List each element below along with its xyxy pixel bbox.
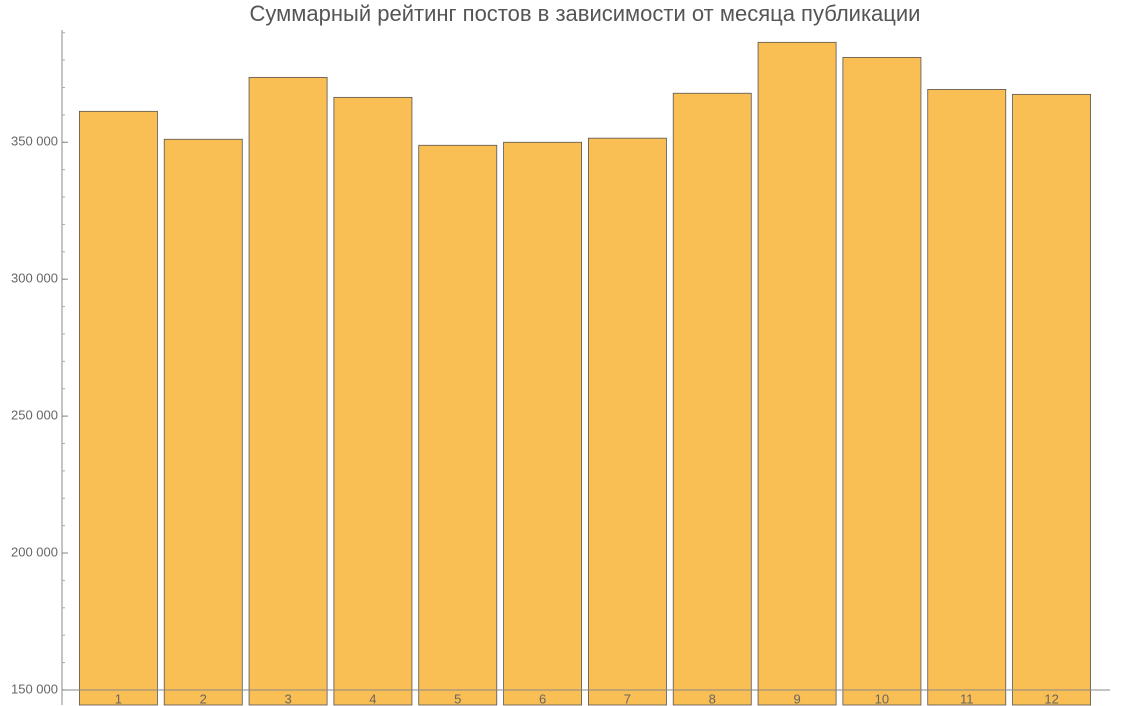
x-tick-label: 10: [875, 691, 889, 706]
x-tick-label: 7: [624, 691, 631, 706]
bar: [333, 96, 413, 706]
bar: [1012, 93, 1092, 706]
x-tick-label: 2: [200, 691, 207, 706]
bar: [757, 41, 837, 706]
y-tick-label: 150 000: [11, 681, 58, 696]
y-tick-label: 350 000: [11, 134, 58, 149]
bar: [418, 144, 498, 706]
x-tick-label: 5: [454, 691, 461, 706]
bar: [587, 137, 667, 706]
bar: [248, 76, 328, 706]
bar: [78, 110, 158, 706]
bar: [503, 141, 583, 706]
x-tick-label: 6: [539, 691, 546, 706]
chart-title: Суммарный рейтинг постов в зависимости о…: [250, 1, 921, 26]
x-tick-label: 12: [1044, 691, 1058, 706]
x-tick-label: 3: [284, 691, 291, 706]
y-tick-label: 200 000: [11, 544, 58, 559]
bar: [672, 92, 752, 706]
x-tick-label: 1: [115, 691, 122, 706]
x-tick-label: 9: [793, 691, 800, 706]
bar: [163, 138, 243, 706]
x-tick-label: 11: [960, 691, 974, 706]
bar: [842, 56, 922, 706]
y-tick-label: 300 000: [11, 271, 58, 286]
y-tick-label: 250 000: [11, 408, 58, 423]
x-tick-label: 8: [709, 691, 716, 706]
x-tick-label: 4: [369, 691, 376, 706]
bar: [927, 89, 1007, 706]
